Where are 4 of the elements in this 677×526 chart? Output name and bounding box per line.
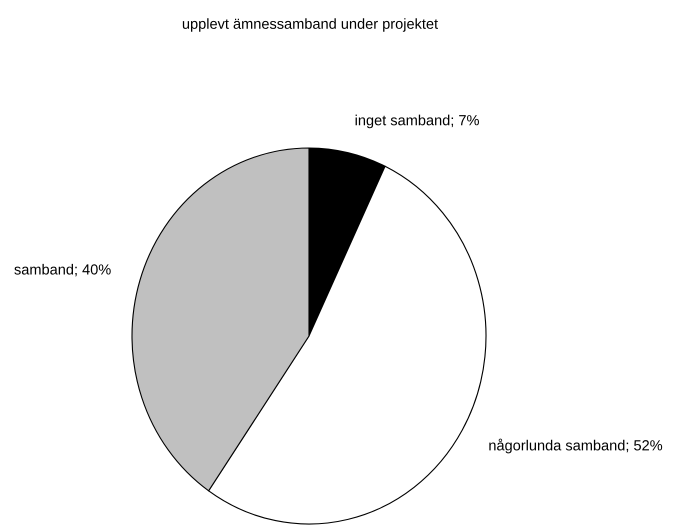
slice-label: samband; 40% [14, 264, 111, 276]
slice-label: någorlunda samband; 52% [489, 438, 662, 454]
chart-title: upplevt ämnessamband under projektet [182, 18, 438, 32]
slice-label: inget samband; 7% [356, 114, 479, 128]
